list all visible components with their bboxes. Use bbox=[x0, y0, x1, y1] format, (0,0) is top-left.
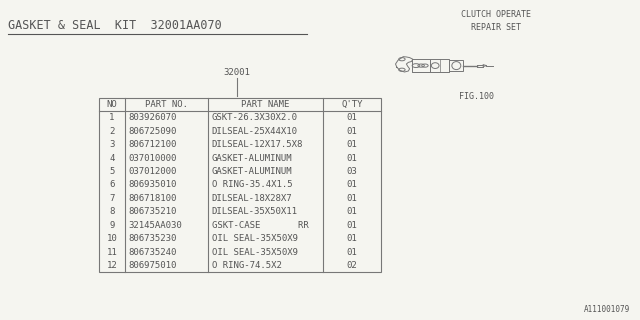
Text: GASKET-ALUMINUM: GASKET-ALUMINUM bbox=[212, 154, 292, 163]
Text: 01: 01 bbox=[347, 207, 357, 216]
Text: 7: 7 bbox=[109, 194, 115, 203]
Text: 3: 3 bbox=[109, 140, 115, 149]
Text: 8: 8 bbox=[109, 207, 115, 216]
Text: 01: 01 bbox=[347, 248, 357, 257]
Text: 01: 01 bbox=[347, 194, 357, 203]
Text: 01: 01 bbox=[347, 234, 357, 243]
Text: 01: 01 bbox=[347, 221, 357, 230]
Text: GASKET-ALUMINUM: GASKET-ALUMINUM bbox=[212, 167, 292, 176]
Text: 806735240: 806735240 bbox=[129, 248, 177, 257]
Text: DILSEAL-18X28X7: DILSEAL-18X28X7 bbox=[212, 194, 292, 203]
Text: 9: 9 bbox=[109, 221, 115, 230]
Text: 01: 01 bbox=[347, 140, 357, 149]
Text: FIG.100: FIG.100 bbox=[460, 92, 494, 101]
Text: GSKT-26.3X30X2.0: GSKT-26.3X30X2.0 bbox=[212, 113, 298, 122]
Text: 806735210: 806735210 bbox=[129, 207, 177, 216]
Text: 806712100: 806712100 bbox=[129, 140, 177, 149]
Text: 037010000: 037010000 bbox=[129, 154, 177, 163]
Text: 803926070: 803926070 bbox=[129, 113, 177, 122]
Text: 806975010: 806975010 bbox=[129, 261, 177, 270]
Text: NO: NO bbox=[107, 100, 117, 109]
Text: 12: 12 bbox=[107, 261, 117, 270]
Text: 10: 10 bbox=[107, 234, 117, 243]
Text: REPAIR SET: REPAIR SET bbox=[471, 23, 521, 32]
Text: A111001079: A111001079 bbox=[584, 305, 630, 314]
Text: 5: 5 bbox=[109, 167, 115, 176]
Text: OIL SEAL-35X50X9: OIL SEAL-35X50X9 bbox=[212, 234, 298, 243]
Bar bbox=[430, 59, 449, 72]
Text: 01: 01 bbox=[347, 180, 357, 189]
Text: 806735230: 806735230 bbox=[129, 234, 177, 243]
Text: CLUTCH OPERATE: CLUTCH OPERATE bbox=[461, 10, 531, 19]
Bar bbox=[99, 98, 381, 272]
Text: 1: 1 bbox=[109, 113, 115, 122]
Text: 01: 01 bbox=[347, 154, 357, 163]
Text: DILSEAL-12X17.5X8: DILSEAL-12X17.5X8 bbox=[212, 140, 303, 149]
Text: 01: 01 bbox=[347, 127, 357, 136]
Text: PART NO.: PART NO. bbox=[145, 100, 188, 109]
Text: 6: 6 bbox=[109, 180, 115, 189]
Text: OIL SEAL-35X50X9: OIL SEAL-35X50X9 bbox=[212, 248, 298, 257]
Text: 806725090: 806725090 bbox=[129, 127, 177, 136]
Text: 32145AA030: 32145AA030 bbox=[129, 221, 182, 230]
Text: 037012000: 037012000 bbox=[129, 167, 177, 176]
Text: 806935010: 806935010 bbox=[129, 180, 177, 189]
Text: DILSEAL-35X50X11: DILSEAL-35X50X11 bbox=[212, 207, 298, 216]
Text: O RING-74.5X2: O RING-74.5X2 bbox=[212, 261, 282, 270]
Text: 4: 4 bbox=[109, 154, 115, 163]
Text: 03: 03 bbox=[347, 167, 357, 176]
Text: GASKET & SEAL  KIT  32001AA070: GASKET & SEAL KIT 32001AA070 bbox=[8, 19, 221, 32]
Text: 806718100: 806718100 bbox=[129, 194, 177, 203]
Text: 02: 02 bbox=[347, 261, 357, 270]
Text: DILSEAL-25X44X10: DILSEAL-25X44X10 bbox=[212, 127, 298, 136]
Text: 2: 2 bbox=[109, 127, 115, 136]
Text: 01: 01 bbox=[347, 113, 357, 122]
Text: Q'TY: Q'TY bbox=[341, 100, 363, 109]
Text: 32001: 32001 bbox=[223, 68, 250, 77]
Text: PART NAME: PART NAME bbox=[241, 100, 290, 109]
Text: O RING-35.4X1.5: O RING-35.4X1.5 bbox=[212, 180, 292, 189]
Bar bbox=[449, 60, 463, 71]
Text: 11: 11 bbox=[107, 248, 117, 257]
Text: GSKT-CASE       RR: GSKT-CASE RR bbox=[212, 221, 308, 230]
Bar bbox=[412, 59, 430, 72]
